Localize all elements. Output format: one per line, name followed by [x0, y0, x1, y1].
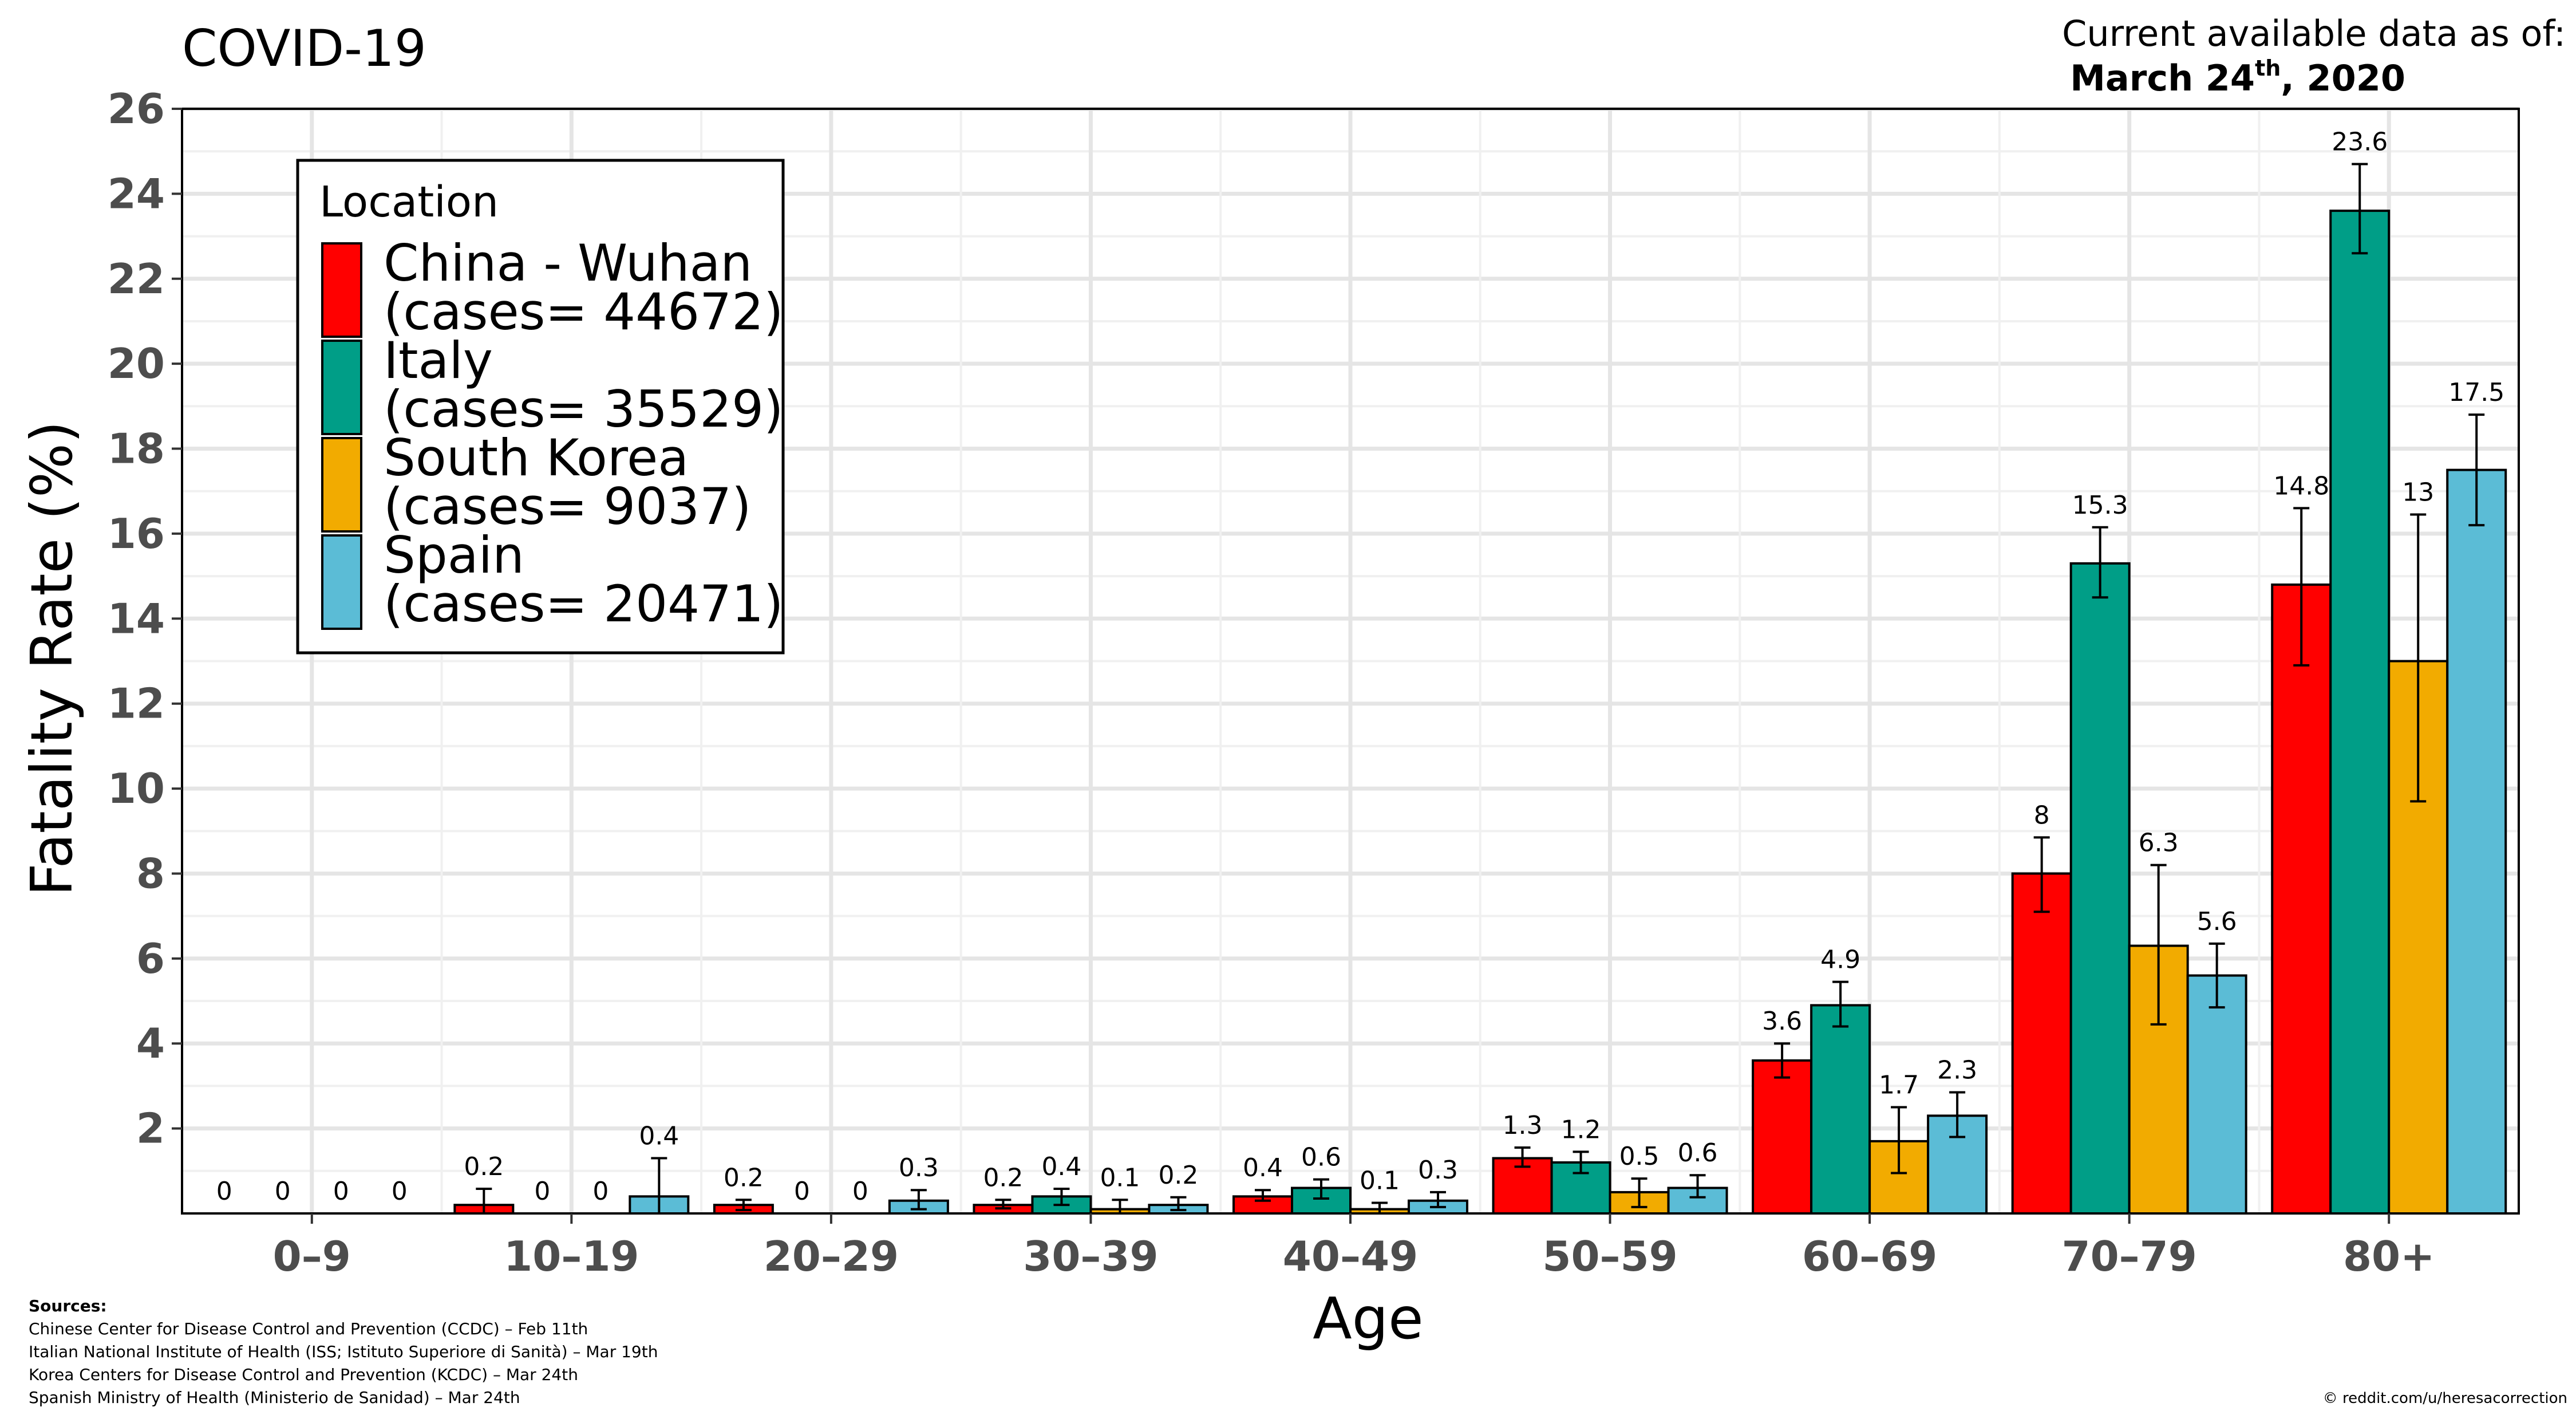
data-label: 5.6: [2197, 907, 2237, 936]
legend-swatch: [321, 534, 362, 630]
data-label: 23.6: [2332, 127, 2388, 156]
data-label: 8: [2034, 801, 2050, 830]
legend-cases: (cases= 20471): [384, 574, 783, 633]
data-label: 0: [392, 1177, 408, 1206]
as-of-date: March 24th, 2020: [2070, 56, 2405, 99]
legend-cases: (cases= 44672): [384, 282, 783, 341]
legend-label: South Korea: [384, 428, 689, 487]
y-tick-label: 26: [108, 85, 165, 133]
data-label: 0.2: [1158, 1161, 1198, 1190]
bar: [1810, 1004, 1871, 1215]
data-label: 0: [333, 1177, 349, 1206]
data-label: 0.4: [1041, 1152, 1081, 1181]
x-tick-label: 20–29: [764, 1232, 899, 1280]
y-tick-label: 20: [108, 340, 165, 388]
sources: Sources: Chinese Center for Disease Cont…: [29, 1296, 658, 1407]
bar: [2329, 210, 2391, 1215]
data-labels: 0 0.2 0.2 0.2 0.4 1.3 3.6 8 14.8 0 0 0 0.4 0.6 1.2 4.9 1…: [216, 127, 2504, 1206]
bar: [2271, 583, 2332, 1215]
sources-heading: Sources:: [29, 1296, 107, 1315]
legend-label: Spain: [384, 526, 524, 585]
x-axis-label: Age: [1313, 1285, 1423, 1352]
y-tick-label: 4: [136, 1019, 165, 1067]
bar: [2069, 562, 2131, 1215]
as-of-label: Current available data as of:: [2062, 13, 2566, 54]
data-label: 0.2: [464, 1152, 504, 1181]
y-tick-label: 8: [136, 849, 165, 897]
legend-swatch: [321, 340, 362, 435]
data-label: 14.8: [2273, 471, 2329, 500]
data-label: 1.2: [1561, 1115, 1601, 1144]
data-label: 4.9: [1820, 945, 1860, 975]
bar: [2446, 468, 2507, 1215]
y-tick-label: 22: [108, 255, 165, 303]
x-tick-label: 60–69: [1802, 1232, 1937, 1280]
data-label: 0: [534, 1177, 550, 1206]
data-label: 17.5: [2448, 378, 2504, 407]
x-tick-label: 70–79: [2061, 1232, 2196, 1280]
data-label: 2.3: [1937, 1056, 1977, 1085]
data-label: 6.3: [2139, 829, 2179, 858]
source-line: Korea Centers for Disease Control and Pr…: [29, 1365, 578, 1384]
legend-swatch: [321, 437, 362, 533]
legend-swatch: [321, 242, 362, 338]
y-tick-label: 2: [136, 1105, 165, 1153]
legend-box: [296, 159, 785, 655]
data-label: 0.5: [1619, 1142, 1660, 1171]
data-label: 0: [275, 1177, 291, 1206]
data-label: 1.7: [1879, 1071, 1919, 1100]
x-tick-label: 50–59: [1542, 1232, 1677, 1280]
bar: [2011, 872, 2072, 1215]
source-line: Spanish Ministry of Health (Ministerio d…: [29, 1388, 520, 1407]
data-label: 0: [216, 1177, 232, 1206]
data-label: 0: [852, 1177, 868, 1206]
data-label: 0.2: [983, 1163, 1023, 1192]
data-label: 13: [2402, 478, 2434, 507]
x-axis-ticks: 0–9 10–19 20–29 30–39 40–49 50–59 60–69 70–79 80…: [273, 1213, 2435, 1280]
y-tick-label: 12: [108, 680, 165, 728]
data-label: 1.3: [1503, 1111, 1543, 1140]
legend: Location China - Wuhan(cases= 44672)Ital…: [296, 159, 785, 655]
y-tick-label: 14: [108, 594, 165, 643]
legend-label: Italy: [384, 331, 493, 390]
data-label: 0: [794, 1177, 810, 1206]
data-label: 3.6: [1762, 1007, 1802, 1036]
source-line: Italian National Institute of Health (IS…: [29, 1342, 658, 1361]
bar: [1752, 1059, 1813, 1215]
legend-items: China - Wuhan(cases= 44672)Italy(cases= …: [321, 234, 783, 633]
data-label: 0: [592, 1177, 609, 1206]
data-label: 0.3: [1418, 1156, 1458, 1185]
bar: [2186, 974, 2247, 1215]
x-tick-label: 0–9: [273, 1232, 351, 1280]
y-tick-label: 16: [108, 510, 165, 558]
y-axis-label: Fatality Rate (%): [18, 421, 85, 896]
y-tick-label: 18: [108, 425, 165, 473]
legend-cases: (cases= 9037): [384, 477, 751, 536]
legend-cases: (cases= 35529): [384, 380, 783, 439]
y-tick-label: 24: [108, 170, 165, 218]
x-tick-label: 30–39: [1023, 1232, 1158, 1280]
data-label: 0.4: [639, 1122, 679, 1151]
data-label: 0.6: [1301, 1143, 1341, 1172]
source-line: Chinese Center for Disease Control and P…: [29, 1319, 588, 1338]
data-label: 0.1: [1100, 1163, 1140, 1192]
data-label: 0.4: [1243, 1153, 1283, 1183]
y-tick-label: 6: [136, 935, 165, 983]
legend-title: Location: [319, 178, 499, 227]
data-label: 0.1: [1360, 1166, 1400, 1195]
chart-title: COVID-19: [182, 19, 426, 78]
data-label: 15.3: [2072, 491, 2128, 520]
x-tick-label: 40–49: [1283, 1232, 1418, 1280]
data-label: 0.3: [899, 1153, 939, 1183]
error-bars: [476, 163, 2485, 1215]
y-tick-label: 10: [108, 764, 165, 813]
x-tick-label: 10–19: [504, 1232, 639, 1280]
data-label: 0.6: [1678, 1138, 1718, 1168]
data-label: 0.2: [724, 1163, 764, 1192]
x-tick-label: 80+: [2343, 1232, 2435, 1280]
credit: © reddit.com/u/heresacorrection: [2323, 1390, 2567, 1407]
legend-label: China - Wuhan: [384, 234, 752, 293]
